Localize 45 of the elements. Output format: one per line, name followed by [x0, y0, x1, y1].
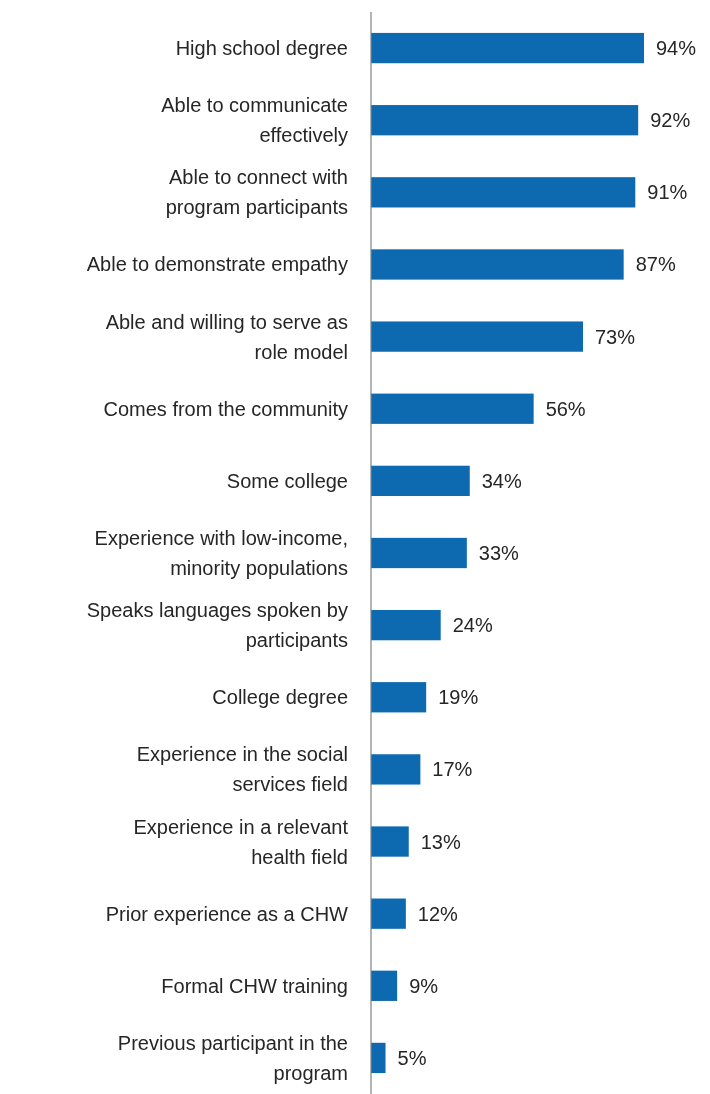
bar: [371, 537, 467, 569]
y-tick-label: Experience in a relevant health field: [133, 815, 349, 868]
bar: [371, 1042, 386, 1074]
data-label: 91%: [647, 181, 688, 204]
y-tick-label: Able to demonstrate empathy: [86, 253, 348, 276]
bar: [371, 321, 584, 352]
y-tick-label: Some college: [226, 469, 348, 492]
bar: [371, 826, 409, 857]
data-label: 13%: [420, 830, 461, 853]
y-tick-label: Experience in the social services field: [136, 743, 348, 796]
data-label: 34%: [481, 469, 522, 492]
data-label: 56%: [545, 397, 586, 420]
data-label: 24%: [452, 614, 493, 637]
bar: [371, 465, 470, 497]
bar: [371, 682, 427, 713]
data-label: 73%: [595, 325, 636, 348]
y-tick-label: High school degree: [175, 37, 348, 60]
data-label: 5%: [397, 1046, 427, 1069]
data-label: 92%: [650, 109, 691, 132]
y-tick-label: Able to connect with program participants: [165, 166, 348, 219]
data-label: 12%: [417, 902, 459, 925]
y-tick-label: Able to communicate effectively: [161, 94, 348, 147]
y-tick-label: Experience with low-income, minority populations: [94, 527, 348, 579]
bar: [371, 393, 534, 424]
bar: [371, 249, 624, 280]
data-label: 19%: [438, 686, 479, 709]
y-tick-label: College degree: [212, 686, 348, 709]
bar: [371, 177, 636, 208]
y-tick-label: Formal CHW training: [161, 974, 348, 997]
y-tick-label: Prior experience as a CHW: [105, 902, 349, 925]
data-label: 9%: [409, 974, 439, 997]
bar: [371, 754, 421, 785]
data-label: 94%: [656, 37, 697, 60]
bar: [371, 898, 406, 929]
data-label: 17%: [432, 758, 473, 781]
y-tick-label: Speaks languages spoken by participants: [86, 599, 348, 652]
bar: [371, 609, 441, 641]
bar: [371, 105, 639, 136]
y-tick-label: Able and willing to serve as role model: [105, 310, 348, 363]
y-tick-label: Comes from the community: [103, 397, 348, 420]
data-label: 87%: [635, 253, 676, 276]
data-label: 33%: [478, 542, 520, 564]
bar: [371, 970, 398, 1001]
y-tick-label: Previous participant in the program: [117, 1031, 348, 1084]
bar: [371, 32, 644, 64]
